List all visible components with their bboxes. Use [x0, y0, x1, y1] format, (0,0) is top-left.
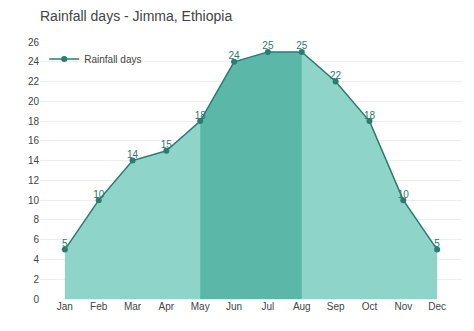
svg-text:Jul: Jul	[262, 301, 275, 312]
svg-text:18: 18	[364, 110, 376, 121]
svg-text:26: 26	[28, 37, 40, 48]
svg-text:16: 16	[28, 135, 40, 146]
svg-text:18: 18	[195, 110, 207, 121]
svg-text:Feb: Feb	[90, 301, 108, 312]
svg-text:5: 5	[62, 238, 68, 249]
svg-text:14: 14	[127, 149, 139, 160]
svg-text:24: 24	[229, 50, 241, 61]
svg-text:10: 10	[28, 195, 40, 206]
svg-text:20: 20	[28, 96, 40, 107]
svg-text:25: 25	[296, 40, 308, 51]
svg-text:Dec: Dec	[428, 301, 446, 312]
svg-text:May: May	[191, 301, 210, 312]
svg-text:4: 4	[33, 254, 39, 265]
svg-text:Apr: Apr	[159, 301, 175, 312]
svg-text:22: 22	[28, 76, 40, 87]
svg-text:5: 5	[434, 238, 440, 249]
svg-text:22: 22	[330, 70, 342, 81]
svg-text:14: 14	[28, 155, 40, 166]
svg-text:Rainfall days - Jimma, Ethiopi: Rainfall days - Jimma, Ethiopia	[40, 8, 232, 24]
svg-text:Jan: Jan	[57, 301, 73, 312]
svg-text:15: 15	[161, 139, 173, 150]
svg-text:Jun: Jun	[226, 301, 242, 312]
svg-text:6: 6	[33, 234, 39, 245]
svg-text:Aug: Aug	[293, 301, 311, 312]
svg-text:24: 24	[28, 56, 40, 67]
svg-text:12: 12	[28, 175, 40, 186]
svg-text:Oct: Oct	[362, 301, 378, 312]
svg-text:Nov: Nov	[394, 301, 412, 312]
svg-text:Sep: Sep	[327, 301, 345, 312]
svg-text:18: 18	[28, 116, 40, 127]
svg-text:Mar: Mar	[124, 301, 142, 312]
svg-text:8: 8	[33, 214, 39, 225]
svg-text:2: 2	[33, 274, 39, 285]
svg-text:10: 10	[398, 189, 410, 200]
svg-text:Rainfall days: Rainfall days	[84, 54, 141, 65]
svg-text:10: 10	[93, 189, 105, 200]
svg-text:25: 25	[262, 40, 274, 51]
svg-text:0: 0	[33, 294, 39, 305]
